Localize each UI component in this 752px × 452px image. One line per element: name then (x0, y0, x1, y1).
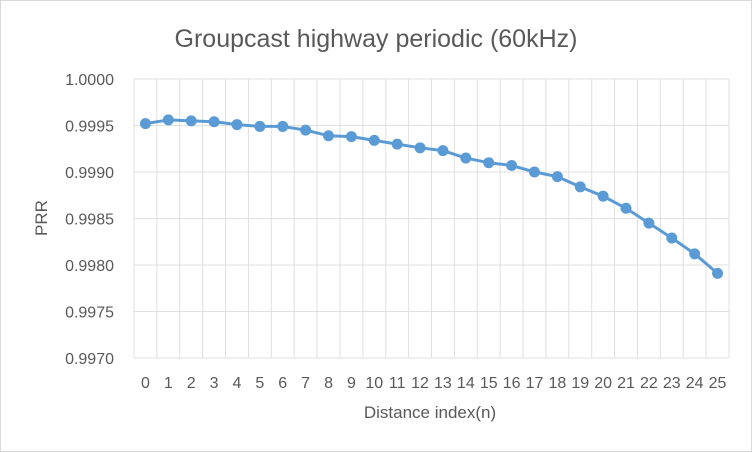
data-point (185, 115, 197, 127)
data-point (666, 232, 678, 244)
data-point (597, 190, 609, 202)
x-tick-label: 10 (365, 375, 383, 392)
x-tick-label: 13 (434, 375, 452, 392)
data-point (551, 171, 563, 183)
x-tick-label: 25 (709, 375, 727, 392)
x-tick-label: 3 (210, 375, 219, 392)
data-point (506, 159, 518, 171)
data-point (254, 120, 266, 132)
data-point (689, 248, 701, 260)
x-tick-label: 2 (187, 375, 196, 392)
y-tick-label: 0.9970 (65, 351, 114, 368)
data-point (414, 142, 426, 154)
data-point (460, 152, 472, 164)
y-tick-label: 0.9980 (65, 258, 114, 275)
x-tick-label: 23 (663, 375, 681, 392)
x-tick-label: 17 (526, 375, 544, 392)
x-tick-label: 12 (411, 375, 429, 392)
data-point (208, 116, 220, 128)
y-tick-label: 0.9995 (65, 119, 114, 136)
x-tick-label: 16 (503, 375, 521, 392)
x-tick-label: 5 (255, 375, 264, 392)
data-point (620, 202, 632, 214)
x-tick-label: 20 (594, 375, 612, 392)
data-point (345, 131, 357, 143)
data-point (368, 134, 380, 146)
data-point (323, 130, 335, 142)
x-tick-label: 1 (164, 375, 173, 392)
x-axis-ticks: 0 1 2 3 4 5 6 7 8 9 10 11 12 13 14 15 16 17 18 19 20 21 22 23 24… (141, 375, 727, 392)
data-point (643, 217, 655, 229)
y-axis-title: PRR (32, 200, 51, 236)
x-tick-label: 24 (686, 375, 704, 392)
y-tick-label: 0.9990 (65, 165, 114, 182)
x-tick-label: 18 (548, 375, 566, 392)
data-points (139, 114, 724, 279)
chart-title: Groupcast highway periodic (60kHz) (175, 25, 578, 53)
data-point (231, 119, 243, 131)
data-point (391, 138, 403, 150)
data-point (277, 120, 289, 132)
data-point (300, 124, 312, 136)
x-tick-label: 9 (347, 375, 356, 392)
y-tick-label: 0.9985 (65, 212, 114, 229)
x-tick-label: 14 (457, 375, 475, 392)
x-tick-label: 4 (233, 375, 242, 392)
y-tick-label: 0.9975 (65, 305, 114, 322)
data-point (437, 145, 449, 157)
data-point (483, 157, 495, 169)
y-axis-ticks: 0.9970 0.9975 0.9980 0.9985 0.9990 0.9995 1.00… (65, 72, 114, 368)
x-tick-label: 15 (480, 375, 498, 392)
x-tick-label: 11 (389, 375, 406, 392)
x-tick-label: 6 (278, 375, 287, 392)
data-point (162, 114, 174, 126)
data-point (528, 166, 540, 178)
data-point (139, 118, 151, 130)
data-point (574, 181, 586, 193)
x-tick-label: 8 (324, 375, 333, 392)
x-tick-label: 0 (141, 375, 150, 392)
x-tick-label: 21 (617, 375, 635, 392)
data-point (712, 267, 724, 279)
x-tick-label: 7 (301, 375, 310, 392)
x-tick-label: 19 (571, 375, 589, 392)
y-tick-label: 1.0000 (65, 72, 114, 89)
x-axis-title: Distance index(n) (364, 403, 496, 422)
x-tick-label: 22 (640, 375, 658, 392)
